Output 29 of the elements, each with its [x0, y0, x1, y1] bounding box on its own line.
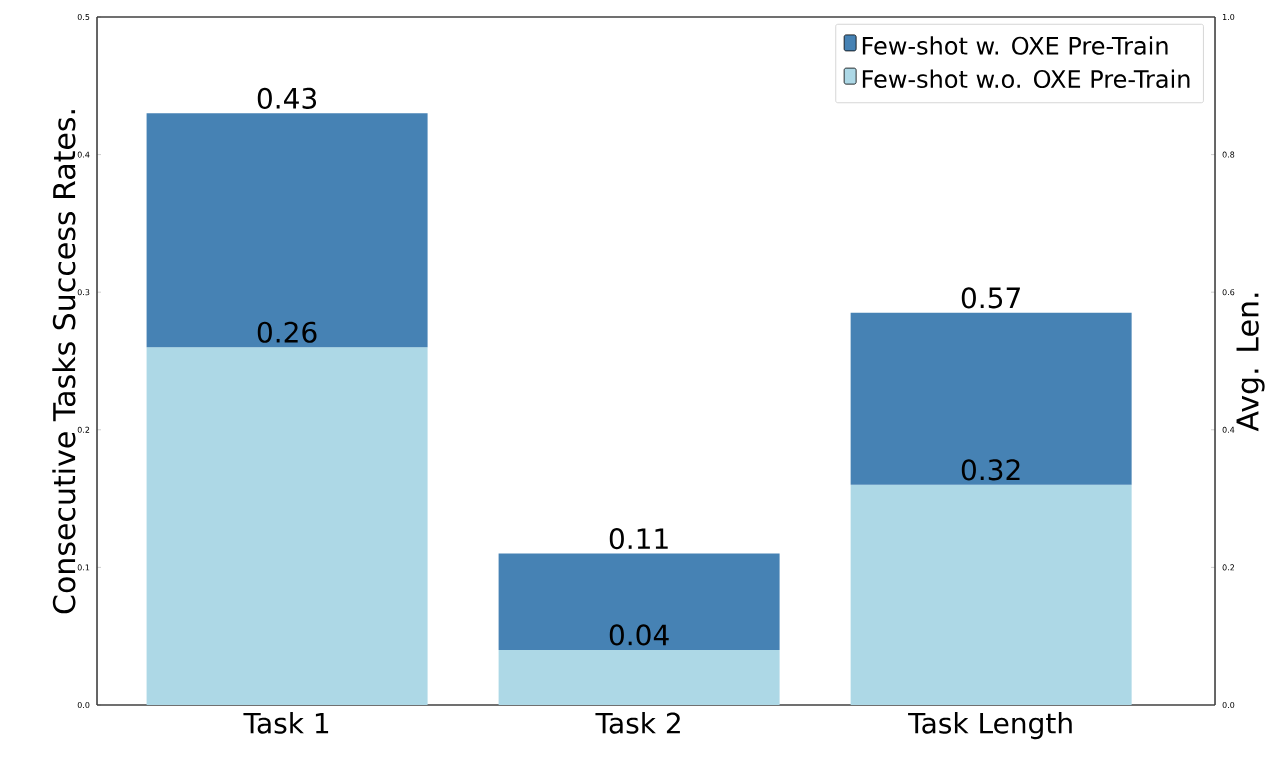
legend-label: Few-shot w. OXE Pre-Train — [862, 36, 1168, 55]
x-tick-label: Task 2 — [595, 712, 680, 734]
y2-tick-label: 0.8 — [1222, 151, 1235, 158]
annotation: 0.43 — [257, 87, 317, 109]
data-label: 0.04 — [609, 624, 669, 646]
x-tick-label: Task 1 — [243, 712, 329, 734]
y2-tick-label: 1.0 — [1222, 13, 1235, 21]
data-label: 0.26 — [257, 321, 317, 343]
annotation: 0.57 — [961, 287, 1020, 309]
legend-label: Few-shot w.o. OXE Pre-Train — [862, 69, 1190, 89]
y2-tick-label: 0.4 — [1222, 426, 1235, 433]
bar — [498, 649, 780, 705]
y-tick-label: 0.3 — [77, 289, 90, 296]
y2-tick-label: 0.2 — [1222, 564, 1235, 571]
y-axis-title: Consecutive Tasks Success Rates. — [52, 110, 76, 614]
y-tick-label: 0.2 — [77, 426, 90, 433]
y2-tick-label: 0.6 — [1222, 289, 1235, 296]
x-tick-label: Task Length — [908, 712, 1072, 740]
y2-tick-label: 0.0 — [1222, 701, 1235, 709]
bar — [498, 553, 780, 650]
y-tick-label: 0.4 — [77, 151, 90, 158]
y-tick-label: 0.0 — [77, 701, 90, 709]
bar — [146, 347, 428, 705]
annotation: 0.11 — [609, 528, 668, 550]
y2-axis-title: Avg. Len. — [1236, 293, 1265, 432]
data-label: 0.32 — [961, 459, 1020, 481]
y-tick-label: 0.1 — [77, 564, 90, 571]
y-tick-label: 0.5 — [77, 13, 90, 21]
bar — [146, 113, 428, 348]
